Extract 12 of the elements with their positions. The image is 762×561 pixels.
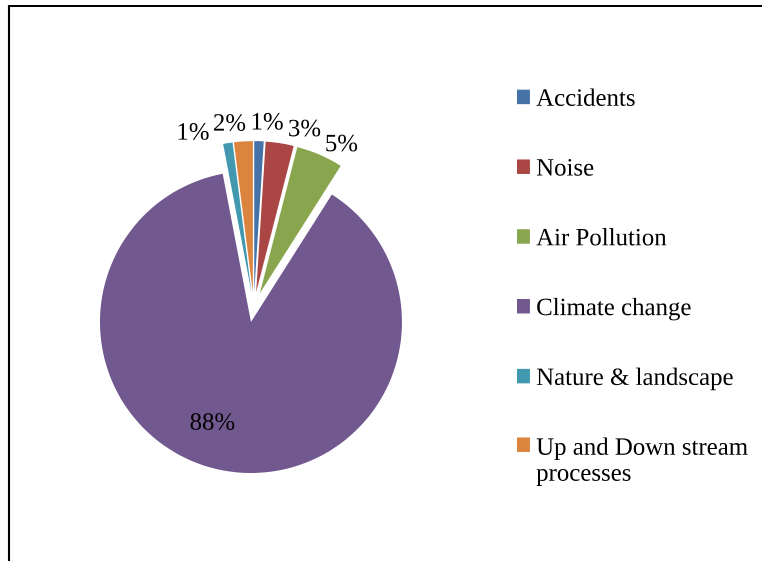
- data-label: 1%: [178, 123, 209, 140]
- legend-label: Air Pollution: [536, 228, 666, 246]
- legend-label: Accidents: [536, 88, 635, 106]
- legend-label: Climate change: [537, 298, 691, 320]
- data-label: 2%: [214, 114, 246, 131]
- legend-label: Up and Down stream processes: [536, 437, 748, 486]
- legend-label: Noise: [536, 159, 594, 176]
- data-label: 3%: [289, 120, 320, 137]
- data-label: 1%: [252, 112, 283, 130]
- legend-label: Nature & landscape: [536, 368, 733, 390]
- data-label: 5%: [326, 134, 358, 152]
- data-label: 88%: [190, 413, 234, 430]
